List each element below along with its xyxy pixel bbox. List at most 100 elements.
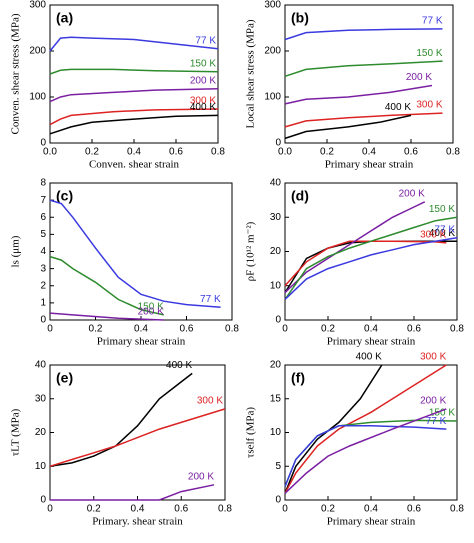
plot-frame bbox=[284, 364, 458, 501]
series-label: 200 K bbox=[138, 307, 164, 318]
series-label: 200 K bbox=[188, 471, 214, 482]
y-tick-label: 5 bbox=[40, 229, 46, 240]
x-axis-label: Primary shear strain bbox=[325, 159, 414, 171]
series-label: 150 K bbox=[429, 204, 455, 215]
y-tick-label: 200 bbox=[29, 46, 46, 57]
series-label: 400 K bbox=[385, 102, 411, 113]
series-line bbox=[49, 36, 219, 52]
y-tick-label: 30 bbox=[270, 212, 282, 223]
x-tick-label: 0.6 bbox=[407, 324, 421, 335]
y-tick-label: 0 bbox=[40, 495, 46, 506]
x-tick-label: 0 bbox=[282, 324, 288, 335]
series-label: 300 K bbox=[416, 100, 442, 111]
series-label: 300 K bbox=[190, 96, 216, 107]
y-tick-label: 15 bbox=[270, 393, 282, 404]
y-tick-label: 30 bbox=[35, 393, 47, 404]
x-tick-label: 0.4 bbox=[362, 147, 376, 158]
series-label: 200 K bbox=[406, 72, 432, 83]
y-axis-label: ls (μm) bbox=[10, 235, 22, 267]
y-tick-label: 0 bbox=[275, 315, 281, 326]
series-label: 150 K bbox=[429, 408, 455, 419]
x-axis-label: Primary shear strain bbox=[327, 516, 416, 528]
y-tick-label: 2 bbox=[40, 280, 46, 291]
series-line bbox=[49, 255, 164, 316]
series-label: 150 K bbox=[190, 58, 216, 69]
y-tick-label: 100 bbox=[264, 92, 281, 103]
panel-label: (e) bbox=[56, 370, 73, 386]
x-tick-label: 0.6 bbox=[404, 147, 418, 158]
x-axis-label: Primary. shear strain bbox=[92, 516, 183, 528]
series-line bbox=[284, 237, 458, 300]
x-tick-label: 0.2 bbox=[85, 147, 99, 158]
series-line bbox=[50, 484, 215, 501]
y-tick-label: 5 bbox=[275, 461, 281, 472]
x-tick-label: 0.2 bbox=[87, 504, 101, 515]
x-tick-label: 0.0 bbox=[43, 147, 57, 158]
x-axis-label: Conven. shear strain bbox=[89, 159, 180, 171]
y-axis-label: Conven. shear stress (MPa) bbox=[10, 13, 22, 134]
y-axis-label: Local shear stress (MPa) bbox=[245, 19, 257, 128]
plot-frame bbox=[49, 4, 219, 144]
x-tick-label: 0.8 bbox=[218, 504, 232, 515]
series-line bbox=[49, 408, 226, 468]
x-tick-label: 0.4 bbox=[127, 147, 141, 158]
series-label: 300 K bbox=[420, 352, 446, 363]
y-tick-label: 40 bbox=[35, 360, 47, 371]
series-line bbox=[284, 216, 458, 300]
x-tick-label: 0.6 bbox=[180, 324, 194, 335]
y-tick-label: 0 bbox=[275, 138, 281, 149]
y-tick-label: 300 bbox=[29, 0, 46, 11]
series-line bbox=[284, 425, 447, 487]
panel-label: (f) bbox=[291, 370, 305, 386]
panel-label: (c) bbox=[56, 188, 73, 204]
y-tick-label: 0 bbox=[40, 315, 46, 326]
y-tick-label: 7 bbox=[40, 195, 46, 206]
y-tick-label: 200 bbox=[264, 46, 281, 57]
x-tick-label: 0.8 bbox=[225, 324, 239, 335]
y-tick-label: 0 bbox=[40, 138, 46, 149]
series-line bbox=[49, 68, 219, 75]
series-label: 77 K bbox=[422, 16, 443, 27]
series-line bbox=[49, 108, 219, 126]
y-tick-label: 4 bbox=[40, 246, 46, 257]
x-tick-label: 0.6 bbox=[174, 504, 188, 515]
x-tick-label: 0.8 bbox=[450, 324, 464, 335]
y-tick-label: 10 bbox=[270, 427, 282, 438]
x-tick-label: 0.2 bbox=[320, 147, 334, 158]
series-line bbox=[49, 199, 221, 308]
y-tick-label: 10 bbox=[270, 280, 282, 291]
series-label: 400 K bbox=[429, 228, 455, 239]
panel-label: (d) bbox=[291, 188, 309, 204]
series-line bbox=[284, 112, 443, 128]
series-label: 400 K bbox=[190, 102, 216, 113]
series-line bbox=[284, 408, 447, 494]
x-tick-label: 0.8 bbox=[211, 147, 225, 158]
series-label: 300 K bbox=[197, 396, 223, 407]
x-tick-label: 0 bbox=[47, 324, 53, 335]
series-line bbox=[284, 240, 447, 287]
x-tick-label: 0.8 bbox=[450, 504, 464, 515]
series-label: 200 K bbox=[399, 188, 425, 199]
series-line bbox=[49, 312, 164, 321]
panel-label: (a) bbox=[56, 10, 73, 26]
series-label: 400 K bbox=[356, 352, 382, 363]
x-tick-label: 0.6 bbox=[169, 147, 183, 158]
y-tick-label: 10 bbox=[35, 461, 47, 472]
y-tick-label: 3 bbox=[40, 263, 46, 274]
series-label: 150 K bbox=[138, 302, 164, 313]
x-tick-label: 0.4 bbox=[134, 324, 148, 335]
y-tick-label: 1 bbox=[40, 298, 46, 309]
series-label: 77 K bbox=[200, 294, 221, 305]
series-label: 77 K bbox=[426, 416, 447, 427]
series-line bbox=[284, 114, 412, 140]
x-tick-label: 0 bbox=[47, 504, 53, 515]
y-tick-label: 20 bbox=[270, 246, 282, 257]
x-tick-label: 0.0 bbox=[278, 147, 292, 158]
series-line bbox=[49, 114, 219, 135]
x-tick-label: 0.2 bbox=[321, 324, 335, 335]
x-tick-label: 0.4 bbox=[131, 504, 145, 515]
x-tick-label: 0.2 bbox=[321, 504, 335, 515]
x-tick-label: 0.6 bbox=[407, 504, 421, 515]
y-tick-label: 300 bbox=[264, 0, 281, 11]
series-label: 77 K bbox=[434, 224, 455, 235]
